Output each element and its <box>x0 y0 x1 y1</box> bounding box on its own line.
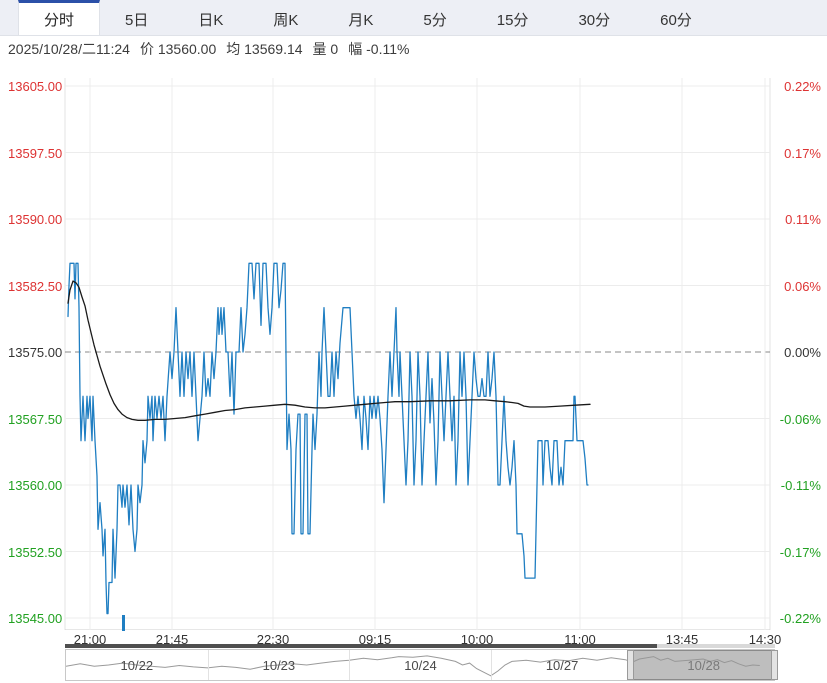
tab-monthly-k[interactable]: 月K <box>348 11 374 29</box>
price-axis-label: 13575.00 <box>8 345 63 360</box>
nav-handle-left[interactable] <box>627 650 635 680</box>
nav-section-10-23[interactable]: 10/23 <box>207 650 350 680</box>
period-tabbar: 分时 5日 日K 周K 月K 5分 15分 30分 60分 <box>0 0 827 36</box>
price-axis-label: 13545.00 <box>8 611 63 626</box>
percent-axis-label: 0.17% <box>784 145 821 161</box>
percent-axis-label: -0.22% <box>779 611 821 626</box>
nav-section-label: 10/22 <box>120 658 154 673</box>
nav-selected-range[interactable] <box>632 650 774 680</box>
tab-30min[interactable]: 30分 <box>578 11 611 29</box>
cursor-tick <box>122 615 125 631</box>
time-tick-label: 21:45 <box>155 632 189 647</box>
time-tick-label: 21:00 <box>73 632 107 647</box>
nav-section-10-24[interactable]: 10/24 <box>349 650 491 680</box>
quote-infobar: 2025/10/28/二11:24 价 13560.00 均 13569.14 量 … <box>0 36 827 62</box>
price-axis-label: 13590.00 <box>8 212 63 227</box>
percent-axis-label: 0.00% <box>784 345 821 360</box>
percent-axis-label: 0.06% <box>784 278 821 294</box>
tab-daily-k[interactable]: 日K <box>198 11 224 29</box>
nav-section-label: 10/24 <box>404 658 437 673</box>
price-axis-label: 13552.50 <box>8 544 63 560</box>
quote-field-0: 价 13560.00 <box>139 41 217 57</box>
time-tick-label: 11:00 <box>564 632 596 647</box>
main-chart[interactable]: 13605.00 13597.50 13590.00 13582.50 13575.00… <box>0 62 827 630</box>
average-line <box>67 280 591 421</box>
tab-5day[interactable]: 5日 <box>125 11 149 29</box>
percent-axis-label: 0.11% <box>785 212 821 227</box>
price-axis-label: 13567.50 <box>8 411 63 427</box>
price-axis-label: 13597.50 <box>8 145 63 161</box>
nav-section-10-27[interactable]: 10/27 <box>490 650 633 680</box>
tab-weekly-k[interactable]: 周K <box>273 11 299 29</box>
time-axis: 21:00 21:45 22:30 09:15 10:00 11:00 13:45 14:30 <box>0 615 827 648</box>
price-axis-label: 13560.00 <box>8 478 63 493</box>
price-axis-label: 13605.00 <box>8 79 63 94</box>
nav-section-label: 10/23 <box>262 658 296 673</box>
quote-field-2: 量 0 <box>312 41 339 57</box>
quote-field-1: 均 13569.14 <box>226 41 303 57</box>
scrollbar-thumb[interactable] <box>65 644 657 648</box>
percent-axis-label: -0.06% <box>779 411 821 427</box>
tab-60min[interactable]: 60分 <box>660 11 692 29</box>
percent-axis-label: -0.11% <box>780 478 821 493</box>
percent-axis-label: 0.22% <box>784 79 821 94</box>
price-line <box>67 262 589 615</box>
percent-axis-label: -0.17% <box>779 544 821 560</box>
tab-15min[interactable]: 15分 <box>496 11 529 29</box>
nav-section-label: 10/27 <box>545 658 579 673</box>
quote-field-3: 幅 -0.11% <box>348 41 410 57</box>
nav-section-10-22[interactable]: 10/22 <box>66 650 208 680</box>
price-axis-label: 13582.50 <box>8 278 63 294</box>
time-tick-label: 22:30 <box>256 632 290 647</box>
tab-minute[interactable]: 分时 <box>18 0 101 35</box>
tab-5min[interactable]: 5分 <box>423 11 447 29</box>
time-tick-label: 13:45 <box>665 632 699 647</box>
time-tick-label: 14:30 <box>748 632 782 647</box>
price-plot[interactable] <box>0 62 827 630</box>
nav-handle-right[interactable] <box>771 650 778 680</box>
chart-scrollbar <box>0 644 827 649</box>
time-tick-label: 10:00 <box>460 632 494 647</box>
quote-datetime: 2025/10/28/二11:24 <box>8 41 130 57</box>
time-tick-label: 09:15 <box>358 632 392 647</box>
